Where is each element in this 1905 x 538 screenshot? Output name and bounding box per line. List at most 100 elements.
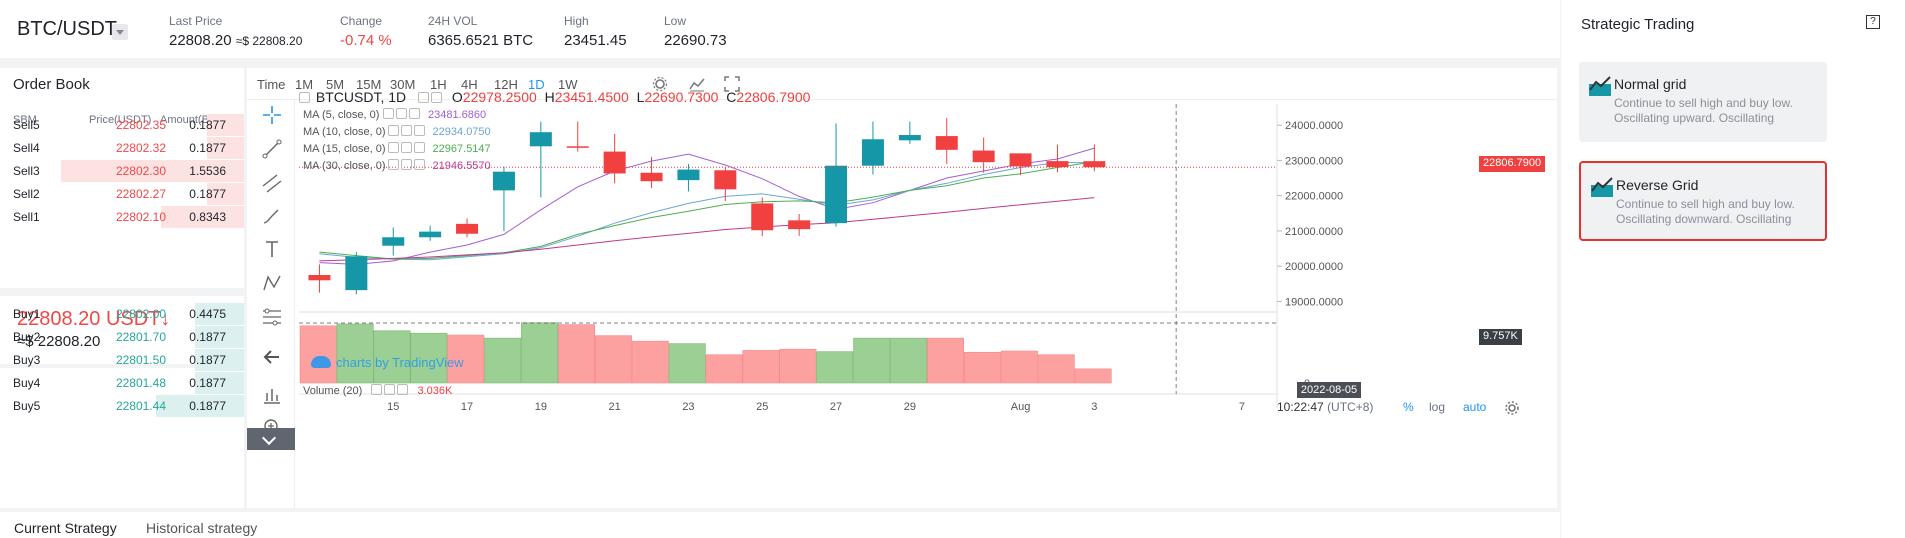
settings-icon[interactable]: [400, 159, 412, 170]
buy-order-row[interactable]: Buy2 22801.70 0.1877: [0, 326, 244, 348]
price-tick-label: 23000.0000: [1285, 155, 1343, 167]
depth-bar: [195, 372, 244, 394]
close-icon[interactable]: [413, 142, 425, 153]
side-label: Sell5: [13, 118, 40, 132]
close-icon[interactable]: [409, 108, 420, 119]
back-arrow-icon[interactable]: [261, 346, 283, 368]
volume-bar: [336, 323, 374, 384]
stat-value: 22808.20 ≈$ 22808.20: [169, 32, 303, 49]
indicators-icon[interactable]: [689, 76, 705, 92]
pair-selector[interactable]: BTC/USDT: [17, 18, 117, 40]
timeframe-1d[interactable]: 1D: [528, 77, 545, 92]
divider: [0, 364, 244, 368]
collapse-toolbar-button[interactable]: [247, 428, 295, 450]
volume-label: Volume (20): [303, 385, 363, 397]
close-icon[interactable]: [413, 125, 425, 136]
timeframe-1w[interactable]: 1W: [558, 77, 578, 92]
order-price: 22802.10: [115, 210, 166, 224]
candle-body: [677, 169, 700, 181]
log-toggle[interactable]: log: [1429, 400, 1446, 414]
buy-order-row[interactable]: Buy4 22801.48 0.1877: [0, 372, 244, 394]
candle-body: [788, 220, 811, 230]
timeframe-1m[interactable]: 1M: [295, 77, 314, 92]
sell-order-row[interactable]: Sell3 22802.30 1.5536: [0, 160, 244, 182]
close-icon[interactable]: [397, 384, 409, 395]
order-book-title: Order Book: [13, 76, 90, 93]
settings-icon[interactable]: [652, 76, 668, 92]
order-price: 22801.50: [115, 353, 166, 367]
settings-icon[interactable]: [431, 92, 443, 103]
fib-icon[interactable]: [261, 306, 283, 328]
strategic-trading-panel: Strategic Trading ? Normal grid Continue…: [1561, 0, 1905, 538]
settings-icon[interactable]: [400, 125, 412, 136]
settings-icon[interactable]: [396, 108, 407, 119]
timeframe-4h[interactable]: 4H: [461, 77, 478, 92]
percent-toggle[interactable]: %: [1403, 400, 1414, 414]
fullscreen-icon[interactable]: [724, 76, 740, 92]
eye-icon[interactable]: [383, 108, 394, 119]
pattern-icon[interactable]: [261, 272, 283, 294]
side-label: Sell1: [13, 210, 40, 224]
auto-toggle[interactable]: auto: [1463, 400, 1487, 414]
price-chart[interactable]: 24000.0000 23000.0000 22000.0000 21000.0000…: [299, 104, 1557, 476]
sell-order-row[interactable]: Sell4 22802.32 0.1877: [0, 137, 244, 159]
buy-order-row[interactable]: Buy3 22801.50 0.1877: [0, 349, 244, 371]
date-tick-label: 15: [387, 401, 399, 413]
ma5-line: [319, 147, 1095, 265]
eye-icon[interactable]: [418, 92, 430, 103]
buy-order-row[interactable]: Buy5 22801.44 0.1877: [0, 395, 244, 417]
tradingview-watermark[interactable]: charts by TradingView: [311, 355, 464, 370]
timeframe-12h[interactable]: 12H: [494, 77, 518, 92]
eye-icon[interactable]: [387, 159, 399, 170]
settings-icon[interactable]: [384, 384, 396, 395]
last-price-usd: ≈$ 22808.20: [17, 333, 101, 350]
measure-icon[interactable]: [261, 384, 283, 406]
timeframe-15m[interactable]: 15M: [356, 77, 382, 92]
candle-body: [972, 150, 995, 163]
parallel-channel-icon[interactable]: [261, 172, 283, 194]
stat-label: 24H VOL: [428, 14, 478, 28]
settings-icon[interactable]: [400, 142, 412, 153]
sell-order-row[interactable]: Sell2 22802.27 0.1877: [0, 183, 244, 205]
ma-legend-row: MA (30, close, 0) 21946.5570: [303, 159, 491, 172]
sell-order-row[interactable]: Sell5 22802.35 0.1877: [0, 114, 244, 136]
normal-grid-card[interactable]: Normal grid Continue to sell high and bu…: [1579, 62, 1827, 142]
candle-body: [898, 135, 921, 141]
reverse-grid-card[interactable]: Reverse Grid Continue to sell high and b…: [1579, 161, 1827, 241]
volume-max-tag: 9.757K: [1479, 329, 1522, 345]
ma10-line: [319, 161, 1095, 261]
timeframe-5m[interactable]: 5M: [326, 77, 345, 92]
collapse-legend-icon[interactable]: [299, 92, 310, 103]
volume-bar: [1000, 350, 1038, 384]
eye-icon[interactable]: [387, 125, 399, 136]
date-tick-label: 7: [1239, 401, 1245, 413]
brush-icon[interactable]: [261, 204, 283, 226]
date-tick-label: 25: [756, 401, 768, 413]
volume-bar: [890, 337, 928, 384]
text-icon[interactable]: [261, 238, 283, 260]
help-icon[interactable]: ?: [1866, 15, 1880, 29]
close-icon[interactable]: [413, 159, 425, 170]
eye-icon[interactable]: [371, 384, 383, 395]
time-label[interactable]: Time: [257, 77, 286, 92]
sell-order-row[interactable]: Sell1 22802.10 0.8343: [0, 206, 244, 228]
crosshair-icon[interactable]: [261, 104, 283, 126]
order-price: 22802.30: [115, 164, 166, 178]
trend-line-icon[interactable]: [261, 138, 283, 160]
candle-body: [751, 203, 774, 231]
tab-historical-strategy[interactable]: Historical strategy: [146, 520, 258, 536]
order-amount: 0.1877: [189, 330, 226, 344]
volume-legend: Volume (20) 3.036K: [303, 384, 452, 397]
col-side-header: SBM: [13, 114, 37, 126]
close-value: 22806.7900: [736, 89, 811, 105]
gear-icon[interactable]: [1504, 400, 1520, 416]
timeframe-30m[interactable]: 30M: [390, 77, 416, 92]
timeframe-1h[interactable]: 1H: [430, 77, 447, 92]
tab-current-strategy[interactable]: Current Strategy: [14, 520, 117, 536]
order-amount: 0.4475: [189, 307, 226, 321]
buy-order-row[interactable]: Buy1 22802.00 0.4475: [0, 303, 244, 325]
eye-icon[interactable]: [387, 142, 399, 153]
date-tick-label: 17: [461, 401, 473, 413]
chevron-down-icon[interactable]: [112, 24, 128, 40]
stat-last-price: Last Price 22808.20 ≈$ 22808.20: [169, 14, 302, 49]
